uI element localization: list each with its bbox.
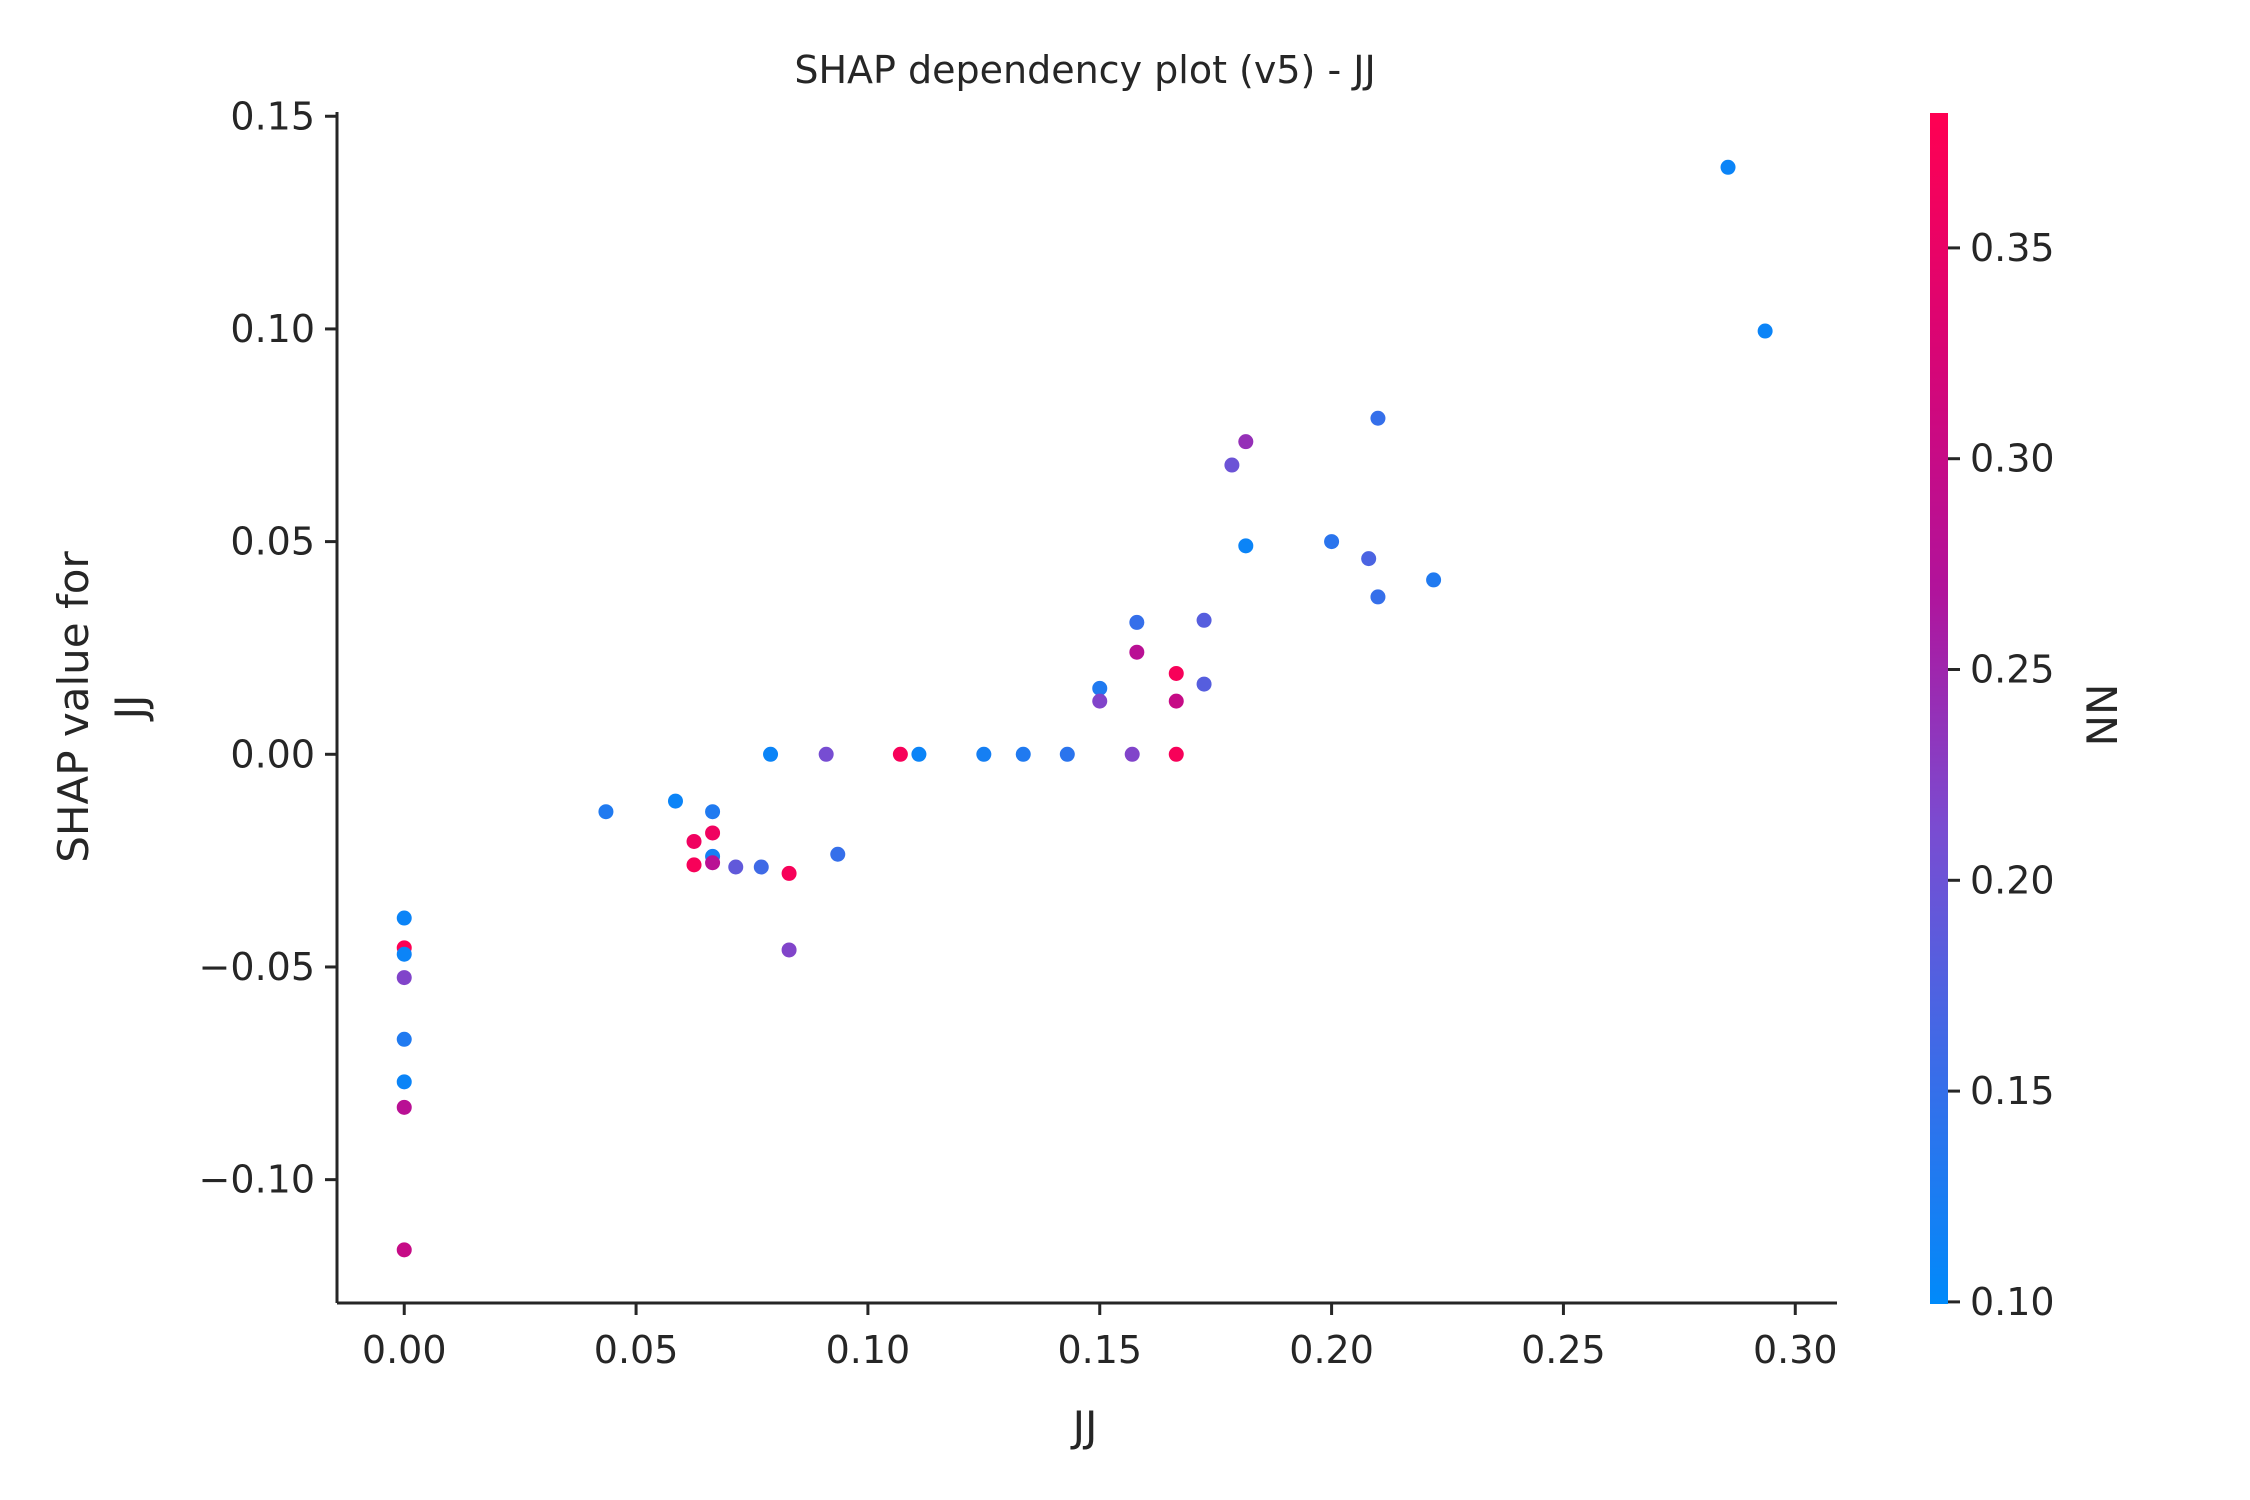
scatter-point [1168,746,1184,762]
scatter-point [1092,693,1108,709]
scatter-point [1224,457,1240,473]
scatter-point [1370,589,1386,605]
colorbar-ticks: 0.10 0.15 0.20 0.25 0.30 0.35 [1948,226,2055,1324]
x-tick-label: 0.30 [1753,1328,1838,1372]
scatter-point [598,804,614,820]
scatter-point [1370,410,1386,426]
scatter-point [1124,746,1140,762]
scatter-point [781,942,797,958]
scatter-point [667,793,683,809]
x-tick-label: 0.05 [594,1328,679,1372]
scatter-point [396,946,412,962]
scatter-point [1238,434,1254,450]
scatter-point [396,1242,412,1258]
y-axis-label-line1: SHAP value for [49,551,98,863]
scatter-point [1196,612,1212,628]
colorbar-tick-label: 0.20 [1970,858,2055,902]
scatter-point [1720,159,1736,175]
scatter-point [753,859,769,875]
y-axis-label: SHAP value for JJ [49,551,155,863]
x-tick-label: 0.00 [362,1328,447,1372]
x-axis-label: JJ [1070,1402,1098,1451]
scatter-point [763,746,779,762]
scatter-point [1196,676,1212,692]
colorbar [1930,113,1948,1304]
scatter-point [396,910,412,926]
colorbar-label: NN [2078,684,2127,747]
scatter-point [1426,572,1442,588]
scatter-point [1092,680,1108,696]
scatter-point [1324,534,1340,550]
colorbar-tick-label: 0.15 [1970,1069,2055,1113]
colorbar-tick-label: 0.30 [1970,437,2055,481]
x-tick-label: 0.20 [1289,1328,1374,1372]
scatter-point [396,1099,412,1115]
scatter-point [705,804,721,820]
x-axis-ticks: 0.00 0.05 0.10 0.15 0.20 0.25 0.30 [362,1303,1838,1372]
y-tick-label: 0.10 [230,307,315,351]
scatter-point [1361,551,1377,567]
y-axis-label-line2: JJ [106,695,155,723]
y-tick-label: 0.15 [230,94,315,138]
scatter-point [728,859,744,875]
scatter-point [1757,323,1773,339]
colorbar-tick-label: 0.35 [1970,226,2055,270]
chart-title: SHAP dependency plot (v5) - JJ [794,48,1375,92]
y-tick-label: 0.05 [230,520,315,564]
scatter-point [1059,746,1075,762]
scatter-point [911,746,927,762]
scatter-point [396,1074,412,1090]
scatter-point [705,855,721,871]
scatter-point [1238,538,1254,554]
scatter-point [686,857,702,873]
y-tick-label: −0.10 [199,1158,315,1202]
plot-area [396,159,1773,1258]
scatter-point [396,1031,412,1047]
scatter-point [781,865,797,881]
scatter-point [818,746,834,762]
scatter-point [1129,614,1145,630]
scatter-point [892,746,908,762]
scatter-point [686,833,702,849]
scatter-point [976,746,992,762]
colorbar-tick-label: 0.10 [1970,1280,2055,1324]
scatter-point [830,846,846,862]
scatter-point [1168,693,1184,709]
y-tick-label: −0.05 [199,945,315,989]
scatter-point [705,825,721,841]
scatter-point [396,970,412,986]
x-tick-label: 0.15 [1057,1328,1142,1372]
scatter-point [1129,644,1145,660]
colorbar-tick-label: 0.25 [1970,648,2055,692]
y-axis-ticks: −0.10 −0.05 0.00 0.05 0.10 0.15 [199,94,337,1202]
x-tick-label: 0.25 [1521,1328,1606,1372]
x-tick-label: 0.10 [826,1328,911,1372]
scatter-point [1168,665,1184,681]
scatter-point [1015,746,1031,762]
y-tick-label: 0.00 [230,732,315,776]
